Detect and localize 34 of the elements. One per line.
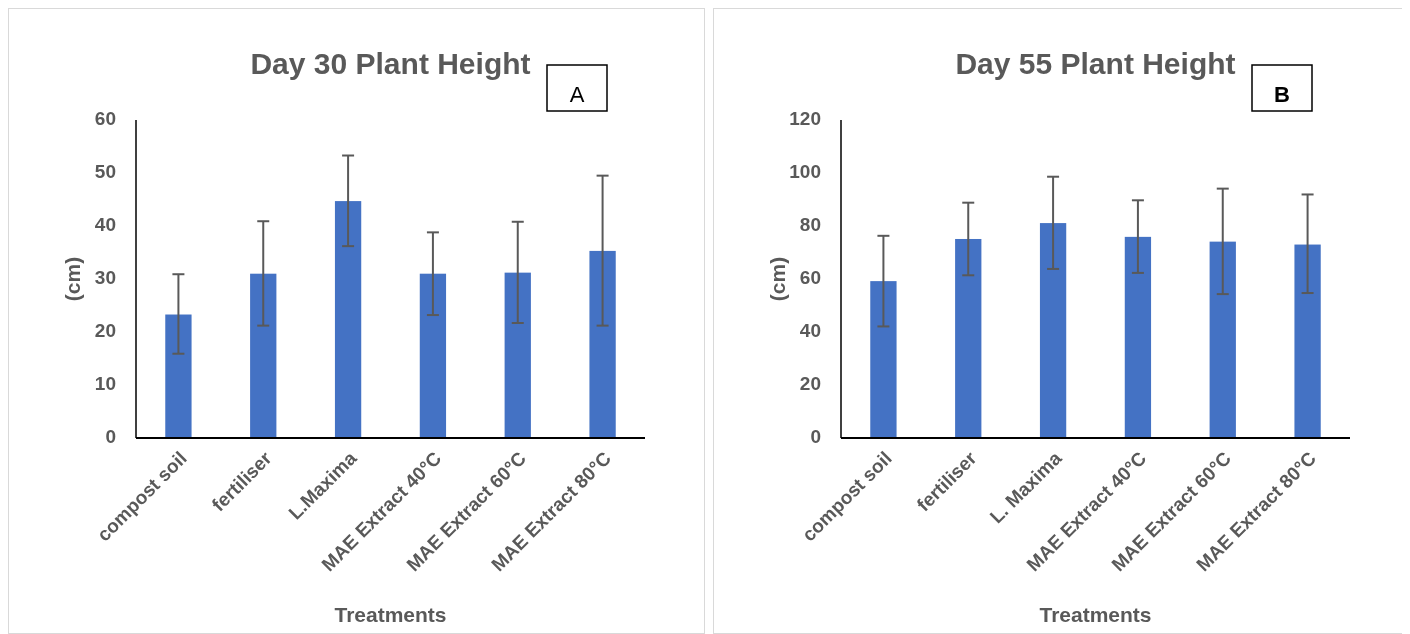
bar bbox=[955, 238, 982, 438]
y-tick-label: 40 bbox=[94, 214, 116, 236]
y-tick-label: 20 bbox=[799, 373, 821, 395]
x-axis-title: Treatments bbox=[1039, 603, 1152, 626]
y-tick-label: 40 bbox=[799, 320, 821, 342]
text: B bbox=[1274, 81, 1290, 107]
bar bbox=[589, 250, 616, 438]
y-tick-label: 100 bbox=[789, 161, 821, 183]
bar bbox=[250, 273, 277, 438]
y-tick-label: 20 bbox=[94, 320, 116, 342]
bar bbox=[1294, 244, 1321, 438]
chart-title: Day 55 Plant Height bbox=[955, 47, 1236, 80]
y-tick-label: 120 bbox=[789, 108, 821, 130]
y-tick-label: 80 bbox=[799, 214, 821, 236]
y-tick-label: 30 bbox=[94, 267, 116, 289]
bar bbox=[334, 201, 362, 438]
bar bbox=[419, 273, 447, 438]
x-axis-title: Treatments bbox=[334, 603, 447, 626]
y-tick-label: 0 bbox=[105, 426, 116, 448]
bar bbox=[1124, 236, 1152, 438]
bar bbox=[1209, 241, 1236, 438]
y-tick-label: 60 bbox=[94, 108, 116, 130]
y-axis-title: (cm) bbox=[765, 256, 789, 302]
bar bbox=[504, 272, 531, 438]
y-tick-label: 10 bbox=[94, 373, 116, 395]
chart-title: Day 30 Plant Height bbox=[250, 47, 531, 80]
y-tick-label: 50 bbox=[94, 161, 116, 183]
text: A bbox=[569, 81, 585, 107]
bar bbox=[165, 314, 192, 438]
y-axis-title: (cm) bbox=[60, 256, 84, 302]
bar bbox=[1039, 223, 1067, 438]
y-tick-label: 60 bbox=[799, 267, 821, 289]
bar bbox=[870, 281, 897, 438]
y-tick-label: 0 bbox=[810, 426, 821, 448]
